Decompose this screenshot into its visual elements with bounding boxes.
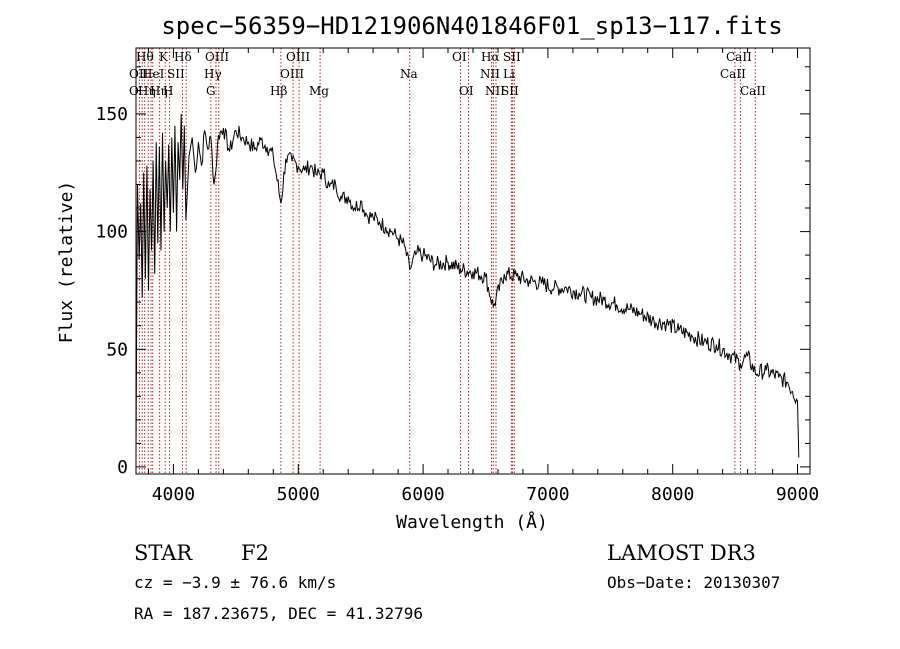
line-label-nii-6584: NII xyxy=(485,84,505,98)
y-tick-label: 50 xyxy=(106,339,128,360)
x-axis-label: Wavelength (Å) xyxy=(396,511,548,533)
line-label-sii-blue: SII xyxy=(167,67,185,81)
line-label-hei: HeI xyxy=(142,67,165,81)
line-label-oiii-4363: OIII xyxy=(205,50,229,64)
line-label-caii-8662: CaII xyxy=(740,84,766,98)
line-label-caii-8498: CaII xyxy=(726,50,752,64)
x-tick-labels: 4000 5000 6000 7000 8000 9000 xyxy=(152,484,819,505)
spectrum-series-line xyxy=(135,113,800,458)
line-label-na: Na xyxy=(400,67,418,81)
line-label-sii-6717: SII xyxy=(501,84,519,98)
y-tick-label: 100 xyxy=(95,222,128,243)
line-label-h-beta: Hβ xyxy=(270,84,287,98)
line-label-nii-6548: NII xyxy=(480,67,500,81)
y-tick-label: 0 xyxy=(117,457,128,478)
line-label-oi-6364: OI xyxy=(459,84,474,98)
line-label-mg: Mg xyxy=(309,84,329,98)
y-axis-label: Flux (relative) xyxy=(56,181,77,344)
line-label-h-delta: Hδ xyxy=(174,50,192,64)
object-class: STAR xyxy=(134,541,193,565)
x-tick-label: 4000 xyxy=(152,484,195,505)
redshift-velocity: cz = −3.9 ± 76.6 km/s xyxy=(134,573,336,592)
object-subclass: F2 xyxy=(241,541,269,565)
x-tick-label: 5000 xyxy=(277,484,320,505)
axis-ticks xyxy=(136,48,810,474)
x-tick-label: 9000 xyxy=(776,484,819,505)
line-label-sii-6731: SII xyxy=(503,50,521,64)
y-tick-label: 150 xyxy=(95,104,128,125)
chart-title: spec−56359−HD121906N401846F01_sp13−117.f… xyxy=(161,12,782,40)
line-label-h-alpha: Hα xyxy=(481,50,500,64)
line-label-oi-6300: OI xyxy=(452,50,467,64)
coordinates: RA = 187.23675, DEC = 41.32796 xyxy=(134,604,423,623)
line-label-h-eta-2: Hη xyxy=(150,84,168,98)
line-label-k: K xyxy=(159,50,169,64)
line-label-li: Li xyxy=(503,67,515,81)
spectral-line-labels: Hθ K Hδ OIII OIII OI Hα SII CaII OII HeI… xyxy=(129,50,766,98)
spectral-line-markers xyxy=(138,48,756,474)
survey-name: LAMOST DR3 xyxy=(607,541,756,565)
line-label-h-theta: Hθ xyxy=(136,50,154,64)
line-label-h-eta: Hη xyxy=(138,84,156,98)
plot-frame xyxy=(135,47,811,475)
line-label-h: H xyxy=(163,84,173,98)
line-label-oii-2: O xyxy=(129,84,139,98)
line-label-h-gamma: Hγ xyxy=(204,67,222,81)
line-label-oii: OII xyxy=(129,67,149,81)
x-tick-label: 6000 xyxy=(401,484,444,505)
line-label-oiii-4959: OIII xyxy=(280,67,304,81)
line-label-caii-8542: CaII xyxy=(720,67,746,81)
line-label-g-band: G xyxy=(206,84,216,98)
y-tick-labels: 0 50 100 150 xyxy=(95,104,128,478)
observation-date: Obs−Date: 20130307 xyxy=(607,573,780,592)
x-tick-label: 8000 xyxy=(651,484,694,505)
x-tick-label: 7000 xyxy=(526,484,569,505)
